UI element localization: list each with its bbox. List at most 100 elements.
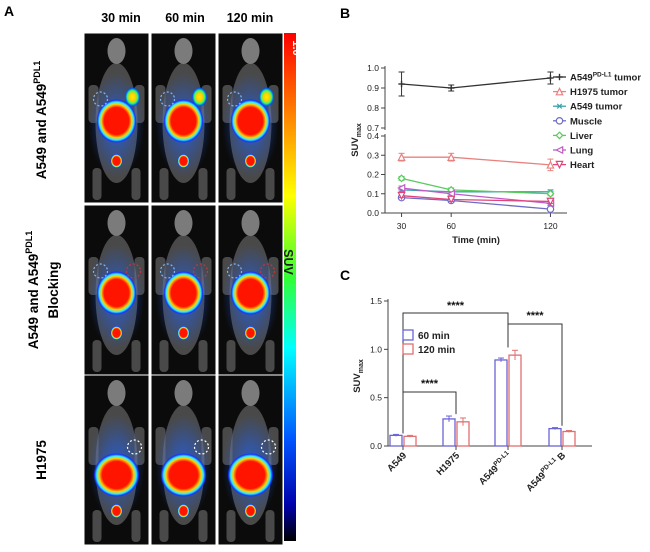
- liver-uptake: [163, 271, 204, 315]
- bladder-uptake: [110, 504, 123, 518]
- y-axis-title: SUVmax: [350, 123, 363, 157]
- bar: [508, 354, 522, 447]
- left-leg: [226, 510, 236, 542]
- left-leg: [226, 168, 236, 200]
- legend-label: H1975 tumor: [570, 87, 628, 98]
- panel-c-letter: C: [340, 267, 350, 283]
- bladder-uptake: [244, 154, 257, 168]
- bar: [494, 359, 508, 447]
- data-marker: [447, 195, 456, 205]
- legend-label: 120 min: [418, 345, 455, 356]
- h1975-tumor-circle: [260, 439, 277, 455]
- data-marker: [546, 189, 555, 198]
- y-tick-label: 0.9: [367, 83, 379, 93]
- x-tick-label: H1975: [435, 450, 463, 478]
- data-marker: [546, 197, 555, 206]
- legend-b: A549PD-L1 tumor H1975 tumor A549 tumor Musc…: [553, 72, 641, 171]
- series-6: [397, 191, 555, 206]
- legend-label: Lung: [570, 146, 593, 157]
- left-leg: [159, 168, 169, 200]
- liver-uptake: [227, 453, 274, 497]
- right-leg: [131, 340, 141, 372]
- right-leg: [265, 340, 275, 372]
- a549-tumor-circle: [226, 263, 243, 279]
- data-marker: [397, 152, 406, 161]
- a549-tumor-circle: [226, 91, 243, 107]
- significance-label: ****: [447, 300, 465, 312]
- panel-b-letter: B: [340, 5, 350, 21]
- legend-label: Liver: [570, 131, 593, 142]
- left-leg: [159, 510, 169, 542]
- legend-label: Muscle: [570, 116, 602, 127]
- x-axis-title: Time (min): [452, 235, 500, 246]
- left-leg: [92, 168, 102, 200]
- bar: [548, 427, 562, 447]
- skull: [107, 380, 126, 406]
- significance-label: ****: [526, 310, 544, 322]
- skull: [241, 38, 260, 64]
- skull: [107, 38, 126, 64]
- col-header-30min: 30 min: [101, 11, 141, 25]
- y-tick-label: 1.5: [370, 296, 382, 306]
- bladder-uptake: [110, 154, 123, 168]
- data-marker: [555, 87, 564, 96]
- colorbar-max-label: 1.0: [290, 40, 302, 55]
- y-tick-label: 0.8: [367, 103, 379, 113]
- row-label-1: A549 and A549PDL1: [32, 61, 49, 180]
- right-leg: [131, 168, 141, 200]
- data-marker: [556, 103, 563, 109]
- y-tick-label: 0.4: [367, 131, 379, 141]
- y-tick-label: 0.0: [370, 441, 382, 451]
- left-leg: [226, 340, 236, 372]
- data-marker: [554, 145, 564, 155]
- row-label-2-blocking: Blocking: [46, 261, 61, 318]
- right-leg: [198, 510, 208, 542]
- x-tick-label: 60: [446, 221, 456, 231]
- left-leg: [159, 340, 169, 372]
- pdl1-tumor-uptake: [258, 87, 275, 107]
- scan-cell: [83, 32, 150, 204]
- h1975-tumor-circle: [193, 439, 210, 455]
- x-tick-label: A549PD-L1: [476, 449, 514, 487]
- y-tick-label: 0.0: [367, 208, 379, 218]
- a549-tumor-circle: [159, 263, 176, 279]
- data-marker: [397, 183, 406, 193]
- series-line: [401, 196, 551, 210]
- bladder-uptake: [110, 326, 123, 340]
- bar-chart-c: 0.0 0.5 1.0 1.5 SUVmax A549 H1975 A549PD-L1 A549…: [352, 296, 592, 494]
- skull: [241, 380, 260, 406]
- data-marker: [555, 160, 564, 170]
- significance-label: ****: [421, 378, 439, 390]
- legend-label: A549 tumor: [570, 102, 623, 113]
- pdl1-tumor-uptake: [124, 87, 141, 107]
- series-1: [397, 152, 555, 172]
- significance-bracket: [507, 323, 563, 426]
- a549-tumor-circle: [92, 91, 109, 107]
- data-marker: [546, 160, 555, 169]
- skull: [107, 210, 126, 236]
- pet-scan-grid: [83, 32, 284, 546]
- scan-cell: [217, 204, 284, 376]
- line-chart-b: 1.0 0.9 0.8 0.70.4 0.3 0.2 0.1 0.0 30 60 120 Time (…: [350, 63, 641, 246]
- y-tick-label: 0.3: [367, 150, 379, 160]
- x-tick-label: A549: [385, 450, 409, 474]
- series-0: [398, 71, 554, 97]
- x-tick-label: A549PD-L1 B: [524, 450, 569, 495]
- series-line: [401, 77, 551, 89]
- liver-uptake: [96, 271, 137, 315]
- pdl1-tumor-uptake: [191, 87, 208, 107]
- series-4: [397, 174, 555, 198]
- skull: [174, 210, 193, 236]
- data-marker: [397, 191, 406, 201]
- y-tick-label: 1.0: [370, 344, 382, 354]
- right-leg: [198, 168, 208, 200]
- pdl1-tumor-circle: [125, 263, 142, 279]
- scan-cell: [83, 374, 150, 546]
- scan-cell: [83, 204, 150, 376]
- panel-a-letter: A: [4, 3, 14, 19]
- bladder-uptake: [244, 326, 257, 340]
- right-leg: [265, 510, 275, 542]
- bladder-uptake: [177, 504, 190, 518]
